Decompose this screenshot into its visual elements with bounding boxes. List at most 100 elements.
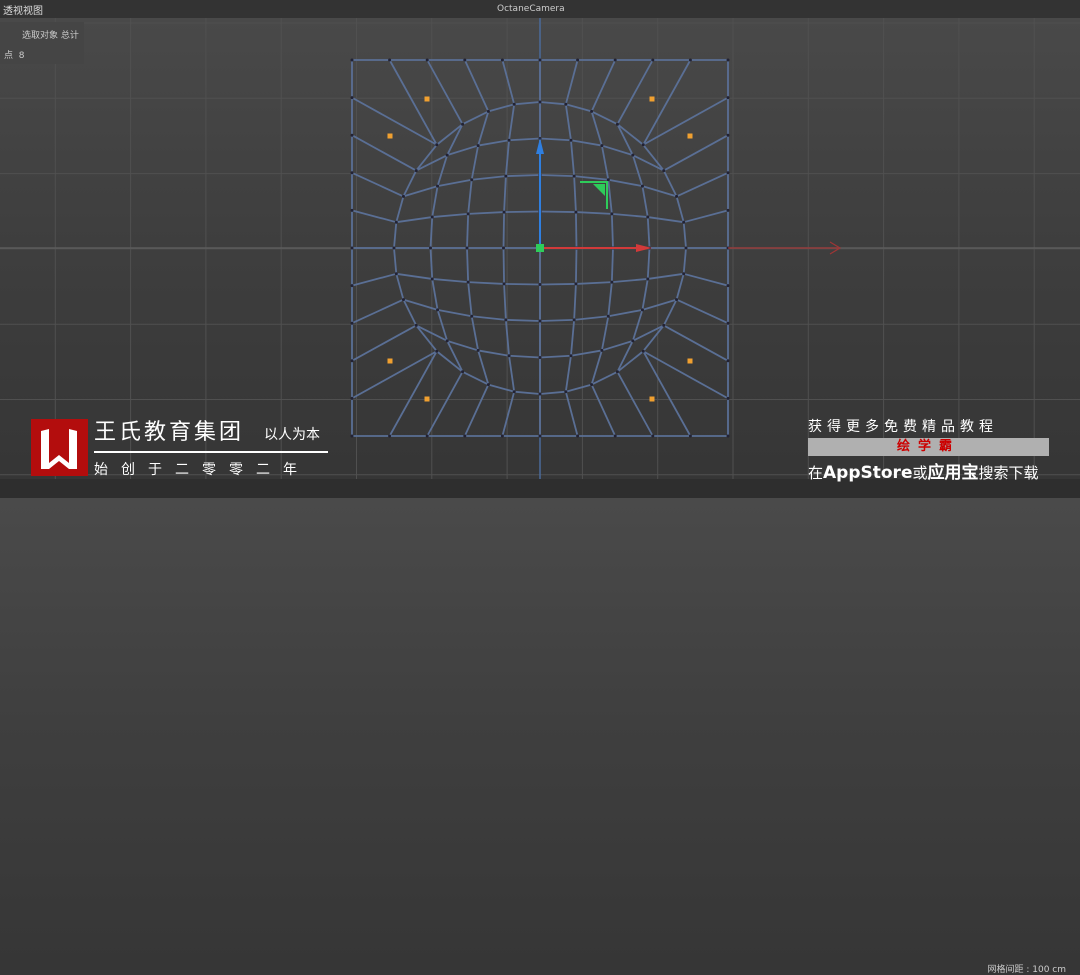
selected-point [387,358,393,364]
mesh-edge [590,384,617,437]
mesh-vertex [350,58,354,62]
promo-line-3: 在AppStore或应用宝搜索下载 [808,458,1039,483]
mesh-vertex [463,58,467,62]
mesh-edge [446,123,464,156]
mesh-edge [611,278,648,284]
mesh-vertex [436,308,440,312]
viewport-header: 透视视图 OctaneCamera [0,0,1080,18]
mesh-edge [646,217,651,249]
mesh-vertex [569,354,573,358]
mesh-edge [610,213,614,249]
mesh-vertex [600,348,604,352]
mesh-vertex [576,58,580,62]
mesh-edge [642,324,665,352]
mesh-vertex [401,298,405,302]
mesh-edge [539,390,566,395]
plane-handle [580,181,608,209]
mesh-vertex [590,383,594,387]
mesh-vertex [641,349,645,353]
promo-text: 搜索下载 [978,464,1039,482]
mesh-edge [388,350,438,437]
mesh-vertex [470,178,474,182]
mesh-vertex [394,220,398,224]
viewport-title[interactable]: 透视视图 [3,6,43,17]
viewport-canvas[interactable] [0,0,1080,498]
mesh-vertex [350,171,354,175]
mesh-edge [501,391,516,437]
mesh-vertex [436,184,440,188]
mesh-edge [403,298,438,311]
mesh-vertex [461,370,465,374]
mesh-edge [610,247,614,283]
mesh-edge [477,349,510,357]
mesh-vertex [414,323,418,327]
mesh-edge [351,96,438,146]
mesh-vertex [388,434,392,438]
mesh-vertex [682,272,686,276]
mesh-vertex [538,392,542,396]
mesh-vertex [682,220,686,224]
mesh-edge [663,324,729,362]
mesh-edge [470,316,479,351]
mesh-edge [539,283,576,286]
mesh-edge [573,176,577,213]
mesh-vertex [465,246,469,250]
mesh-edge [415,324,448,342]
mesh-vertex [569,138,573,142]
mesh-edge [429,217,434,249]
mesh-edge [488,383,515,393]
mesh-vertex [590,109,594,113]
mesh-vertex [726,359,730,363]
mesh-edge [683,209,729,224]
mesh-edge [470,145,479,180]
mesh-edge [396,216,433,224]
mesh-vertex [430,215,434,219]
mesh-edge [676,171,729,198]
camera-label[interactable]: OctaneCamera [497,4,565,14]
mesh-vertex [688,58,692,62]
mesh-edge [646,247,651,279]
mesh-vertex [726,171,730,175]
mesh-vertex [726,208,730,212]
mesh-edge [468,281,505,285]
info-value: 8 [18,51,25,61]
promo-line-2: 绘学霸 [808,438,1049,456]
mesh-edge [662,170,678,197]
mesh-edge [395,273,405,300]
mesh-vertex [646,215,650,219]
mesh-vertex [425,434,429,438]
mesh-edge [501,59,516,105]
mesh-edge [351,350,438,400]
mesh-edge [431,185,439,218]
mesh-edge [539,354,571,359]
mesh-vertex [430,277,434,281]
mesh-vertex [476,144,480,148]
mesh-edge [415,324,438,352]
mesh-edge [436,123,464,146]
mesh-edge [565,383,592,393]
mesh-edge [642,59,692,146]
mesh-edge [632,154,665,172]
mesh-vertex [574,282,578,286]
mesh-edge [431,278,439,311]
mesh-vertex [435,143,439,147]
promo-text: 在 [808,464,824,482]
mesh-vertex [610,280,614,284]
mesh-edge [505,174,541,178]
mesh-vertex [631,153,635,157]
mesh-vertex [726,396,730,400]
mesh-vertex [500,434,504,438]
mesh-vertex [350,321,354,325]
mesh-edge [436,154,449,187]
mesh-edge [505,318,541,322]
mesh-edge [437,309,472,318]
mesh-edge [463,384,490,437]
mesh-edge [616,371,654,437]
mesh-edge [509,354,541,359]
mesh-edge [590,59,617,112]
mesh-edge [508,104,516,141]
mesh-vertex [476,348,480,352]
mesh-edge [539,174,575,178]
mesh-edge [539,137,571,142]
mesh-edge [502,247,505,284]
